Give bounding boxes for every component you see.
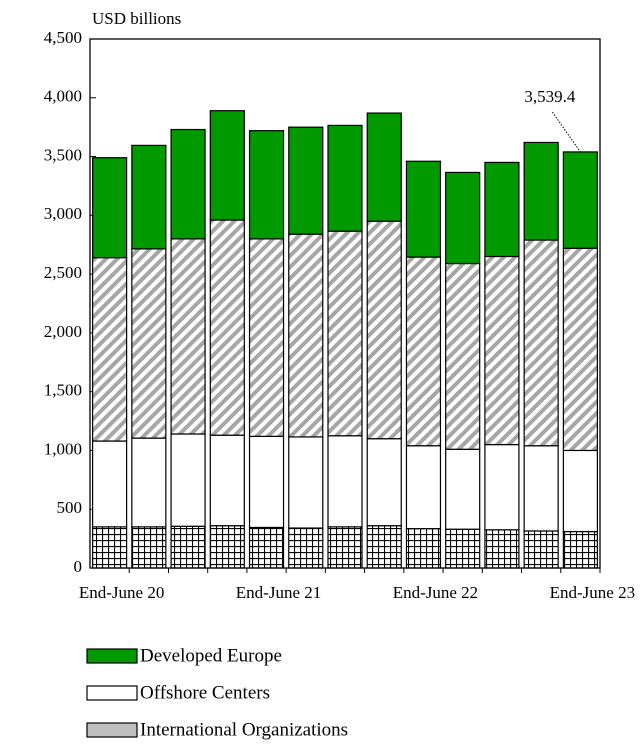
- y-tick-label: 3,000: [44, 204, 82, 223]
- x-tick-label: End-June 22: [393, 583, 478, 602]
- bar-segment: [248, 526, 285, 569]
- bar-segment: [523, 445, 559, 532]
- bar-segment: [327, 230, 363, 437]
- bar-segment: [523, 239, 559, 447]
- bar-segment: [523, 141, 559, 241]
- legend-label: Developed Europe: [140, 645, 282, 666]
- bar-segment: [209, 525, 245, 569]
- bar-segment: [131, 144, 167, 250]
- bar-segment: [445, 528, 481, 569]
- bar-segment: [209, 110, 245, 221]
- annotation-leader: [551, 111, 581, 153]
- bar-segment: [248, 435, 285, 529]
- legend-swatch: [86, 722, 138, 738]
- bar-segment: [366, 525, 402, 569]
- y-tick-label: 2,500: [44, 263, 82, 282]
- bar-segment: [484, 529, 520, 569]
- bar-segment: [327, 526, 363, 569]
- bar-segment: [405, 256, 442, 447]
- y-tick-label: 500: [57, 498, 83, 517]
- legend-swatch: [86, 648, 138, 664]
- x-tick-label: End-June 21: [236, 583, 321, 602]
- bar-segment: [327, 435, 363, 528]
- bar-segment: [248, 130, 285, 240]
- plot-frame: [89, 38, 601, 569]
- x-tick-label: End-June 20: [79, 583, 164, 602]
- y-tick-label: 0: [74, 557, 83, 576]
- y-tick-label: 4,500: [44, 28, 82, 47]
- bar-segment: [562, 530, 598, 569]
- y-tick-label: 1,000: [44, 439, 82, 458]
- axis-title: USD billions: [92, 9, 181, 28]
- bar-segment: [484, 255, 520, 446]
- bar-segment: [484, 443, 520, 531]
- bar-segment: [170, 128, 206, 240]
- bar-segment: [170, 525, 206, 569]
- y-tick-label: 2,000: [44, 322, 82, 341]
- y-tick-label: 1,500: [44, 381, 82, 400]
- bar-segment: [405, 528, 442, 569]
- legend-label: International Organizations: [140, 719, 348, 740]
- bar-segment: [405, 160, 442, 258]
- bar-segment: [327, 124, 363, 232]
- bar-segment: [445, 171, 481, 265]
- bar-segment: [366, 112, 402, 222]
- bar-segment: [366, 438, 402, 527]
- bar-segment: [288, 233, 324, 438]
- bar-segment: [170, 238, 206, 435]
- bar-segment: [288, 126, 324, 235]
- bar-segment: [445, 448, 481, 530]
- y-tick-label: 4,000: [44, 87, 82, 106]
- bar-segment: [562, 151, 598, 249]
- bar-segment: [131, 437, 167, 528]
- bar-segment: [288, 436, 324, 529]
- legend-swatch: [86, 685, 138, 701]
- bar-segment: [248, 238, 285, 437]
- bar-segment: [131, 248, 167, 439]
- bar-segment: [92, 440, 128, 528]
- bar-segment: [92, 257, 128, 442]
- bar-segment: [131, 526, 167, 569]
- bar-segment: [562, 247, 598, 452]
- legend: Developed Europe Offshore Centers Internat…: [86, 645, 348, 740]
- legend-label: Offshore Centers: [140, 682, 270, 703]
- bar-segment: [445, 262, 481, 450]
- bar-segment: [366, 220, 402, 440]
- y-tick-label: 3,500: [44, 145, 82, 164]
- annotation: 3,539.4: [524, 87, 576, 106]
- bar-segment: [92, 526, 128, 569]
- bar-segment: [405, 445, 442, 530]
- bar-segment: [288, 527, 324, 569]
- bar-segment: [209, 219, 245, 436]
- bar-segment: [484, 161, 520, 258]
- bar-segment: [209, 434, 245, 527]
- bar-segment: [92, 157, 128, 259]
- bar-segment: [523, 530, 559, 569]
- bar-segment: [562, 449, 598, 533]
- bar-segment: [170, 433, 206, 527]
- x-tick-label: End-June 23: [550, 583, 635, 602]
